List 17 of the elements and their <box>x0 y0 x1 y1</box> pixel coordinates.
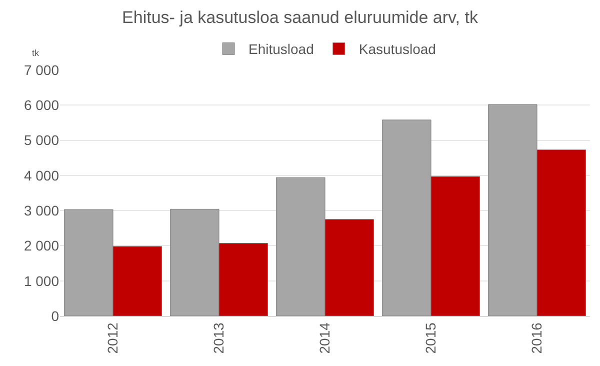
chart-title: Ehitus- ja kasutusloa saanud eluruumide arv, tk <box>122 8 478 27</box>
y-tick-label: 5 000 <box>24 132 60 148</box>
y-tick-label: 0 <box>51 308 60 324</box>
x-tick-label: 2012 <box>104 322 121 354</box>
y-tick-label: 2 000 <box>24 238 60 254</box>
x-tick-label: 2014 <box>316 322 333 354</box>
y-axis-title: tk <box>32 48 40 58</box>
x-tick-label: 2015 <box>422 322 439 354</box>
y-tick-label: 1 000 <box>24 272 60 289</box>
y-tick-label: 6 000 <box>24 97 60 114</box>
legend-label: Ehitusload <box>248 41 314 58</box>
y-tick-label: 7 000 <box>24 62 60 78</box>
y-tick-label: 4 000 <box>24 167 60 184</box>
y-tick-label: 3 000 <box>24 202 60 218</box>
legend-label: Kasutusload <box>358 41 436 58</box>
x-tick-label: 2013 <box>210 322 227 354</box>
x-tick-label: 2016 <box>528 322 545 354</box>
